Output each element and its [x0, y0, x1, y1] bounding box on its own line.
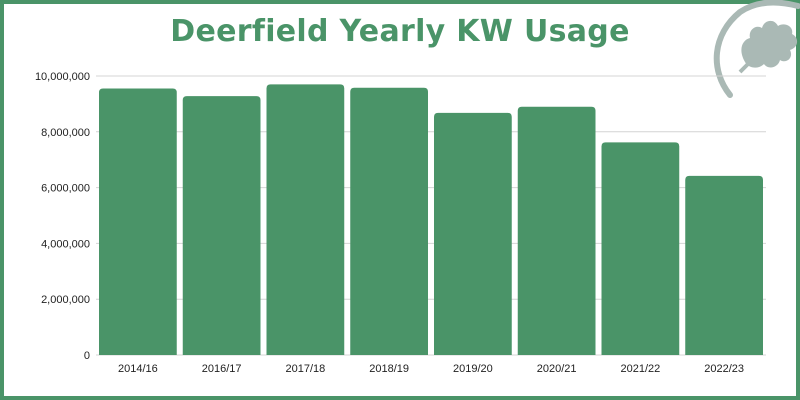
bar-2016-17	[182, 96, 261, 355]
x-tick-label: 2020/21	[537, 363, 577, 375]
chart-title: Deerfield Yearly KW Usage	[170, 14, 630, 49]
y-tick-label: 10,000,000	[35, 71, 90, 83]
y-tick-label: 6,000,000	[41, 183, 90, 195]
bar-2017-18	[266, 84, 345, 356]
x-tick-label: 2017/18	[285, 363, 325, 375]
bar-2021-22	[601, 142, 680, 355]
y-axis: 0 2,000,000 4,000,000 6,000,000 8,000,000 10,…	[35, 71, 90, 362]
bar-2019-20	[434, 112, 512, 355]
bars	[99, 84, 763, 356]
bar-2020-21	[517, 106, 596, 355]
bar-2018-19	[350, 87, 428, 355]
y-tick-label: 8,000,000	[41, 127, 90, 139]
x-tick-label: 2014/16	[118, 363, 158, 375]
x-tick-label: 2021/22	[620, 363, 660, 375]
x-tick-label: 2019/20	[453, 363, 493, 375]
y-tick-label: 4,000,000	[41, 238, 90, 250]
x-tick-label: 2022/23	[704, 363, 744, 375]
bar-2022-23	[685, 175, 763, 355]
x-tick-label: 2018/19	[369, 363, 409, 375]
y-tick-label: 2,000,000	[41, 294, 90, 306]
bar-2014-16	[99, 88, 177, 356]
y-tick-label: 0	[84, 350, 90, 362]
oak-leaf-icon	[713, 0, 800, 98]
x-tick-label: 2016/17	[202, 363, 242, 375]
x-axis: 2014/16 2016/17 2017/18 2018/19 2019/20 2020/…	[118, 363, 744, 375]
